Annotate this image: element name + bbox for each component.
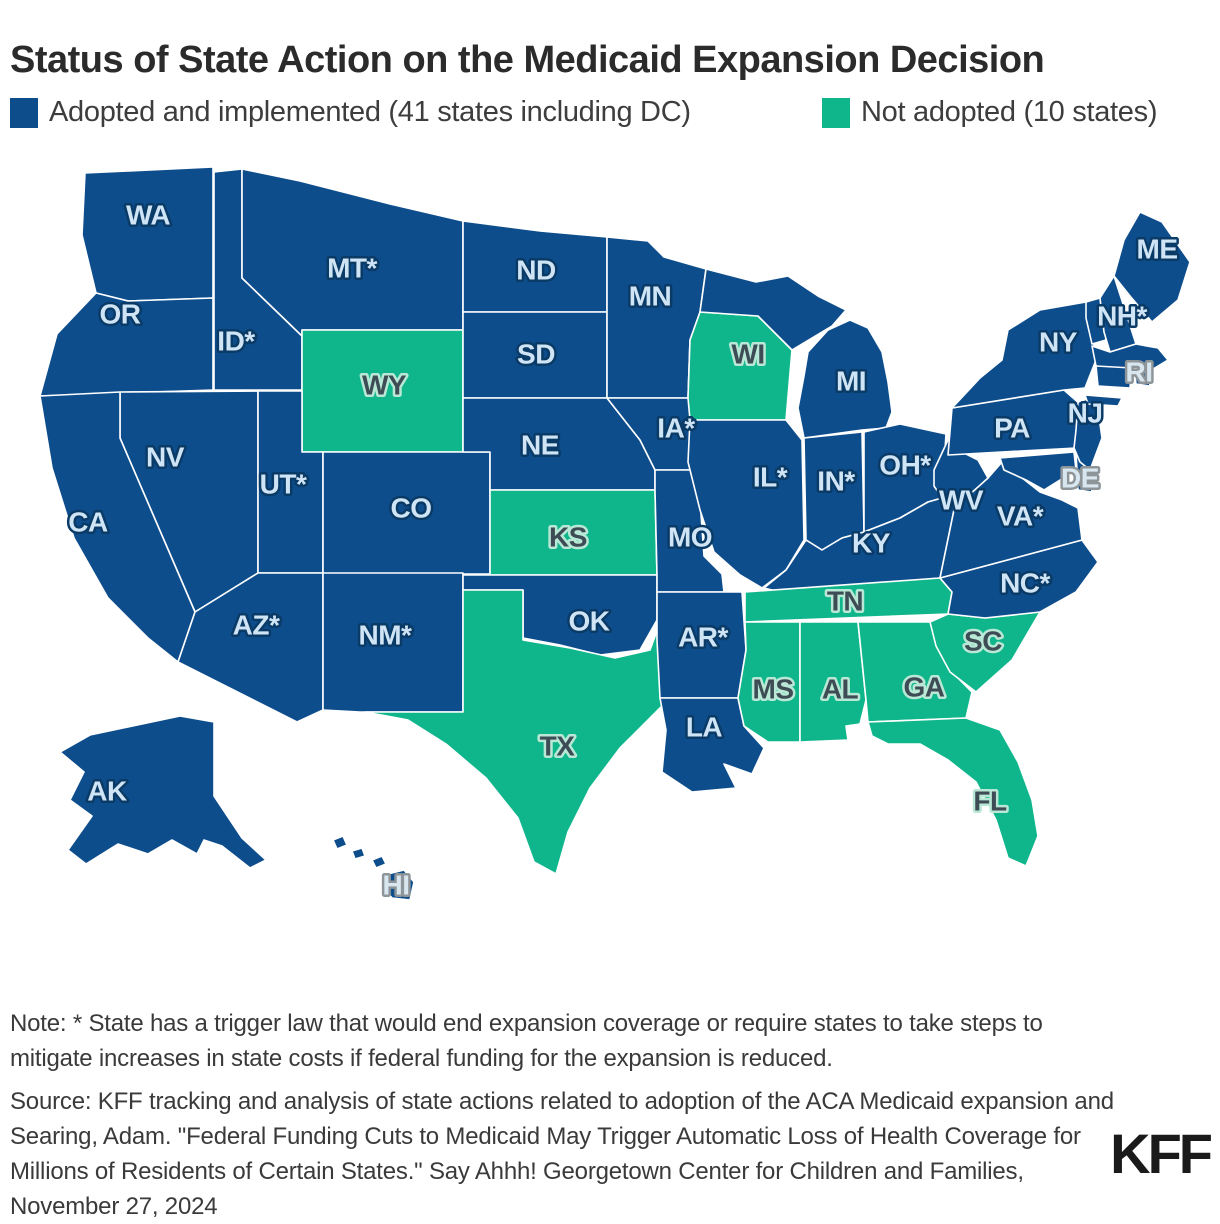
state-label-tn: TN	[827, 586, 863, 617]
state-label-ne: NE	[521, 430, 559, 461]
state-il[interactable]	[687, 419, 805, 589]
state-label-me: ME	[1137, 234, 1178, 265]
legend: Adopted and implemented (41 states inclu…	[0, 96, 1220, 134]
state-label-mt: MT*	[327, 253, 377, 284]
legend-swatch-adopted	[10, 97, 38, 128]
state-hi-island-3[interactable]	[371, 855, 387, 869]
state-ri[interactable]	[1133, 365, 1151, 387]
state-label-wi: WI	[731, 339, 764, 370]
state-label-ok: OK	[569, 606, 610, 637]
state-label-oh: OH*	[879, 450, 931, 481]
state-label-ut: UT*	[260, 469, 307, 500]
state-hi-island-1[interactable]	[332, 835, 348, 850]
state-label-ny: NY	[1039, 327, 1078, 358]
state-label-ia: IA*	[657, 413, 695, 444]
state-mi[interactable]	[797, 319, 893, 439]
state-label-mi: MI	[836, 366, 866, 397]
state-label-fl: FL	[973, 786, 1007, 817]
state-label-wy: WY	[362, 370, 407, 401]
state-label-ky: KY	[852, 528, 891, 559]
state-label-va: VA*	[997, 501, 1044, 532]
state-label-la: LA	[686, 712, 723, 743]
state-ct[interactable]	[1095, 365, 1133, 389]
us-choropleth-map: WA OR CA NV ID* MT* WY UT* CO AZ* NM* ND SD NE KS OK TX M…	[0, 158, 1220, 953]
state-nc[interactable]	[939, 539, 1099, 619]
state-label-nv: NV	[146, 442, 185, 473]
state-label-al: AL	[822, 674, 859, 705]
state-label-pa: PA	[994, 413, 1030, 444]
state-label-nd: ND	[516, 255, 556, 286]
state-label-ms: MS	[753, 674, 794, 705]
note-text: Note: * State has a trigger law that wou…	[10, 1010, 1043, 1072]
kff-logo: KFF	[1110, 1122, 1213, 1185]
state-label-nh: NH*	[1097, 301, 1147, 332]
state-labels: WA OR CA NV ID* MT* WY UT* CO AZ* NM* ND SD NE KS OK TX M…	[66, 197, 1181, 903]
state-label-nj: NJ	[1068, 398, 1103, 429]
state-hi-island-2[interactable]	[351, 847, 366, 860]
state-label-sd: SD	[517, 339, 555, 370]
state-me[interactable]	[1113, 211, 1191, 323]
state-label-ca: CA	[68, 507, 108, 538]
state-label-nm: NM*	[359, 620, 413, 651]
state-label-de: DE	[1061, 463, 1099, 494]
state-label-co: CO	[391, 493, 432, 524]
state-label-or: OR	[100, 299, 141, 330]
legend-item-adopted: Adopted and implemented (41 states inclu…	[10, 96, 691, 129]
state-label-mn: MN	[629, 281, 672, 312]
state-label-id: ID*	[217, 326, 255, 357]
state-hi-island-4[interactable]	[381, 869, 415, 901]
state-label-ak: AK	[87, 776, 127, 807]
state-mi-up[interactable]	[699, 268, 847, 351]
state-label-wv: WV	[939, 485, 984, 516]
state-wa[interactable]	[81, 166, 214, 302]
state-label-nc: NC*	[1000, 568, 1050, 599]
state-fl[interactable]	[867, 717, 1039, 867]
state-ak[interactable]	[59, 715, 267, 869]
state-label-tx: TX	[540, 731, 576, 762]
state-label-wa: WA	[126, 200, 170, 231]
legend-item-not-adopted: Not adopted (10 states)	[822, 96, 1157, 129]
legend-label-adopted: Adopted and implemented (41 states inclu…	[49, 96, 691, 128]
page-title: Status of State Action on the Medicaid E…	[10, 39, 1045, 82]
state-label-mo: MO	[668, 522, 712, 553]
state-label-ri: RI	[1126, 357, 1153, 388]
state-ny-long-island[interactable]	[1084, 394, 1123, 407]
state-tx[interactable]	[364, 589, 664, 875]
state-label-ks: KS	[549, 522, 587, 553]
state-label-hi: HI	[383, 870, 410, 901]
state-md[interactable]	[999, 451, 1077, 491]
state-ca[interactable]	[39, 391, 196, 663]
state-va[interactable]	[939, 461, 1083, 579]
source-text: Source: KFF tracking and analysis of sta…	[10, 1088, 1114, 1220]
state-label-az: AZ*	[233, 610, 280, 641]
legend-label-not-adopted: Not adopted (10 states)	[861, 96, 1158, 128]
state-label-il: IL*	[753, 462, 788, 493]
state-label-ar: AR*	[678, 622, 728, 653]
state-or[interactable]	[39, 292, 214, 397]
state-label-in: IN*	[817, 466, 855, 497]
state-label-ga: GA	[904, 672, 945, 703]
legend-swatch-not-adopted	[822, 97, 850, 128]
state-label-sc: SC	[964, 626, 1002, 657]
